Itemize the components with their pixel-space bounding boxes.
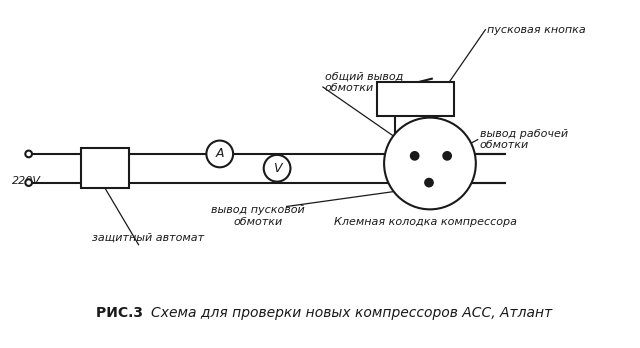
Circle shape xyxy=(425,179,433,187)
Text: 220V: 220V xyxy=(12,176,41,186)
Circle shape xyxy=(206,141,233,167)
Text: V: V xyxy=(273,162,282,175)
Circle shape xyxy=(444,152,451,160)
Text: общий вывод
обмотки: общий вывод обмотки xyxy=(325,71,403,93)
Text: РИС.3: РИС.3 xyxy=(96,307,148,321)
Circle shape xyxy=(384,118,476,209)
Text: A: A xyxy=(216,148,224,160)
Circle shape xyxy=(411,152,419,160)
Circle shape xyxy=(264,155,291,182)
Text: пусковая кнопка: пусковая кнопка xyxy=(487,25,586,35)
Bar xyxy=(378,82,454,116)
Circle shape xyxy=(26,179,32,186)
Bar xyxy=(81,148,129,188)
Circle shape xyxy=(26,151,32,157)
Text: Клемная колодка компрессора: Клемная колодка компрессора xyxy=(333,217,516,227)
Text: Схема для проверки новых компрессоров АСС, Атлант: Схема для проверки новых компрессоров АС… xyxy=(151,307,552,321)
Text: вывод рабочей
обмотки: вывод рабочей обмотки xyxy=(479,129,568,150)
Text: защитный автомат: защитный автомат xyxy=(92,232,204,242)
Text: вывод пусковой
обмотки: вывод пусковой обмотки xyxy=(211,205,305,227)
